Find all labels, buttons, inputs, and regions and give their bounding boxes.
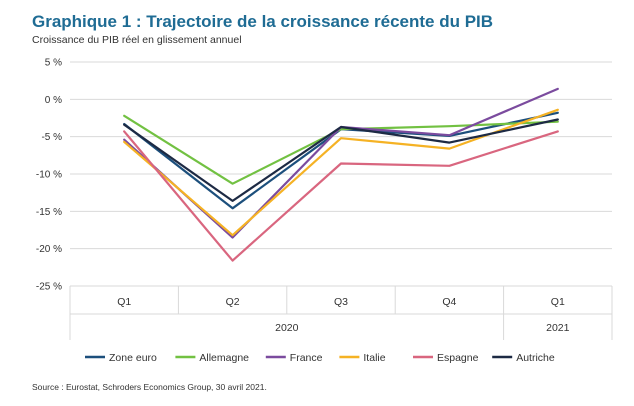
y-tick-label: -5 %	[41, 132, 62, 143]
legend-label: Italie	[363, 352, 385, 364]
chart-title: Graphique 1 : Trajectoire de la croissan…	[32, 12, 494, 31]
legend-label: France	[290, 352, 323, 364]
x-group-label: 2021	[546, 322, 570, 334]
x-tick-label: Q1	[117, 296, 131, 308]
x-tick-label: Q4	[442, 296, 456, 308]
y-tick-label: -10 %	[36, 170, 62, 181]
series-line	[123, 118, 559, 202]
legend-label: Zone euro	[109, 352, 157, 364]
chart-subtitle: Croissance du PIB réel en glissement ann…	[32, 34, 242, 46]
x-group-label: 2020	[275, 322, 299, 334]
legend: Zone euro Allemagne France Italie Espagne Aut…	[85, 352, 555, 364]
grid-lines	[70, 61, 612, 287]
y-tick-label: -25 %	[36, 282, 62, 293]
series-lines	[123, 87, 559, 262]
legend-label: Allemagne	[199, 352, 249, 364]
legend-label: Autriche	[516, 352, 555, 364]
axis: 5 % 0 % -5 % -10 % -15 % -20 % -25 % Q1 Q2 Q3 Q4 Q1…	[36, 58, 613, 340]
series-line	[123, 114, 559, 185]
series-line	[123, 130, 559, 262]
y-tick-label: -20 %	[36, 244, 62, 255]
x-tick-label: Q3	[334, 296, 348, 308]
y-tick-label: 0 %	[45, 95, 62, 106]
legend-label: Espagne	[437, 352, 479, 364]
source-note: Source : Eurostat, Schroders Economics G…	[32, 382, 267, 392]
y-tick-label: 5 %	[45, 58, 62, 69]
y-tick-label: -15 %	[36, 207, 62, 218]
x-tick-label: Q1	[551, 296, 565, 308]
x-tick-label: Q2	[226, 296, 240, 308]
